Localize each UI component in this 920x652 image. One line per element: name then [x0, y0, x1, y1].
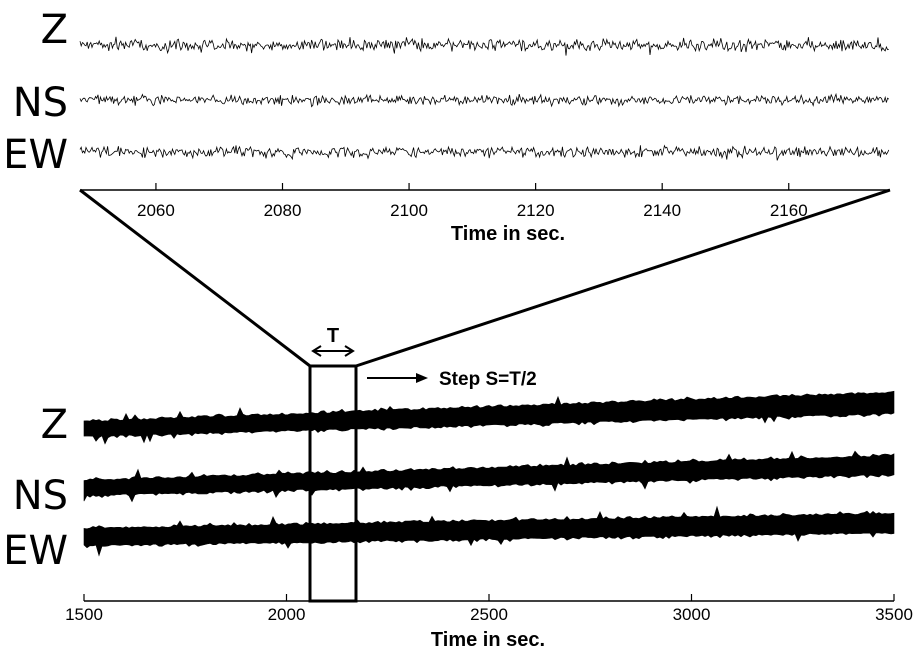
top-z-label: Z: [41, 7, 68, 53]
bottom-ns-label: NS: [13, 473, 68, 519]
top-ew-label: EW: [3, 132, 68, 178]
bottom-x-axis-title: Time in sec.: [431, 629, 545, 651]
top-tick-label: 2080: [264, 201, 302, 220]
top-panel: Z NS EW 2060 2080 2100 2120 2140 2160 Time in…: [3, 7, 890, 245]
top-ns-label: NS: [13, 80, 68, 126]
zoom-connectors: [79, 188, 891, 368]
step-label: Step S=T/2: [439, 369, 537, 390]
bottom-ew-label: EW: [3, 528, 68, 574]
bottom-tick-label: 3000: [673, 605, 711, 624]
zoom-line-right: [355, 188, 891, 368]
bottom-panel: Z NS EW 1500 2000 2500 3000 3500 Time in sec…: [3, 390, 913, 651]
step-arrowhead: [416, 373, 428, 383]
top-tick-label: 2060: [137, 201, 175, 220]
zoom-line-left: [79, 188, 311, 368]
top-z-trace: [79, 36, 889, 56]
top-traces: [79, 36, 890, 161]
bottom-tick-label: 2500: [470, 605, 508, 624]
window-width-arrowhead-right: [344, 345, 355, 357]
window-width-arrowhead-left: [311, 345, 322, 357]
time-window: T Step S=T/2: [308, 325, 537, 603]
bottom-tick-label: 3500: [875, 605, 913, 624]
bottom-ew-trace: [83, 505, 895, 557]
bottom-tick-label: 1500: [65, 605, 103, 624]
top-x-axis-title: Time in sec.: [451, 223, 565, 245]
window-rectangle: [308, 364, 358, 603]
bottom-ticks: 1500 2000 2500 3000 3500: [65, 594, 913, 624]
top-ew-trace: [79, 144, 890, 161]
bottom-ns-trace: [83, 450, 895, 503]
bottom-z-label: Z: [41, 402, 68, 448]
window-width-label: T: [327, 325, 339, 347]
bottom-traces: [83, 390, 895, 557]
top-tick-label: 2100: [390, 201, 428, 220]
top-ns-trace: [79, 92, 890, 108]
top-ticks: 2060 2080 2100 2120 2140 2160: [137, 183, 808, 220]
top-tick-label: 2140: [643, 201, 681, 220]
top-tick-label: 2160: [770, 201, 808, 220]
bottom-z-trace: [83, 390, 895, 445]
top-tick-label: 2120: [517, 201, 555, 220]
bottom-tick-label: 2000: [268, 605, 306, 624]
